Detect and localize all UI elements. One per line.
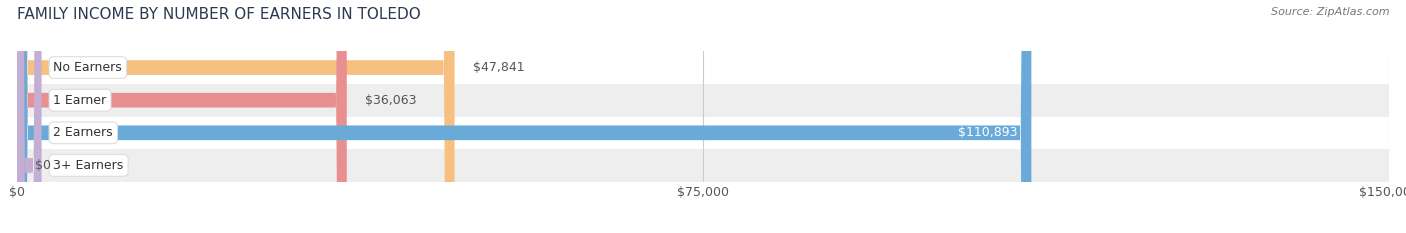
Text: $110,893: $110,893 xyxy=(957,126,1018,139)
FancyBboxPatch shape xyxy=(17,0,1032,233)
Text: 1 Earner: 1 Earner xyxy=(53,94,107,107)
FancyBboxPatch shape xyxy=(17,0,42,233)
Text: 3+ Earners: 3+ Earners xyxy=(53,159,124,172)
FancyBboxPatch shape xyxy=(17,0,454,233)
Text: FAMILY INCOME BY NUMBER OF EARNERS IN TOLEDO: FAMILY INCOME BY NUMBER OF EARNERS IN TO… xyxy=(17,7,420,22)
Bar xyxy=(17,84,1389,116)
Text: $36,063: $36,063 xyxy=(366,94,416,107)
Bar xyxy=(17,149,1389,182)
Bar xyxy=(17,51,1389,84)
Bar xyxy=(17,93,347,108)
FancyBboxPatch shape xyxy=(17,0,347,233)
Text: No Earners: No Earners xyxy=(53,61,122,74)
Bar xyxy=(17,116,1389,149)
Text: $0: $0 xyxy=(35,159,51,172)
Text: 2 Earners: 2 Earners xyxy=(53,126,112,139)
Bar xyxy=(17,125,1032,140)
Bar xyxy=(17,60,454,75)
Text: $47,841: $47,841 xyxy=(472,61,524,74)
Text: Source: ZipAtlas.com: Source: ZipAtlas.com xyxy=(1271,7,1389,17)
